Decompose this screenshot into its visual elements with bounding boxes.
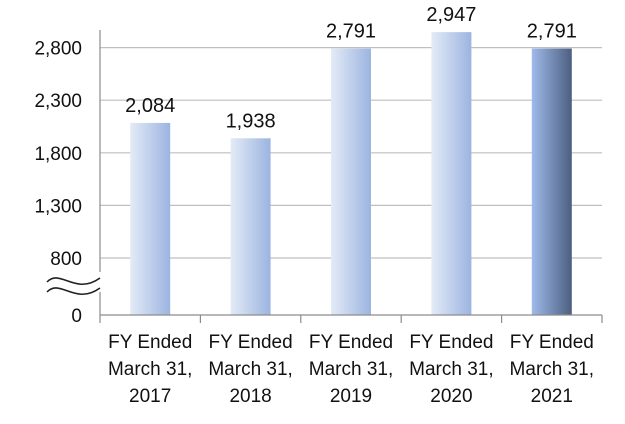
axes <box>44 30 603 323</box>
y-tick-label: 0 <box>71 306 82 327</box>
x-category-label: FY Ended March 31, 2021 <box>510 332 594 407</box>
data-label: 2,791 <box>326 21 376 43</box>
data-label: 2,084 <box>125 95 175 117</box>
y-tick-label: 1,300 <box>34 196 82 217</box>
bar <box>130 122 171 315</box>
y-tick-label: 2,300 <box>34 91 82 112</box>
bar <box>531 48 572 315</box>
y-tick-label: 2,800 <box>34 39 82 60</box>
bar <box>331 48 371 315</box>
y-tick-label: 1,800 <box>34 144 82 165</box>
data-label: 1,938 <box>226 110 276 132</box>
axis-break-icon <box>44 272 114 295</box>
bar <box>230 138 271 315</box>
data-label: 2,947 <box>426 4 476 26</box>
bar <box>431 32 472 316</box>
x-category-label: FY Ended March 31, 2018 <box>208 332 292 407</box>
labels: 0 800 1,300 1,800 2,300 2,800 2,084 FY Ended Mar… <box>34 4 594 407</box>
data-label: 2,791 <box>527 21 577 43</box>
y-tick-label: 800 <box>50 249 82 270</box>
x-category-label: FY Ended March 31, 2017 <box>108 332 192 407</box>
x-category-label: FY Ended March 31, 2020 <box>409 332 493 407</box>
x-category-label: FY Ended March 31, 2019 <box>309 332 393 407</box>
bars <box>130 32 572 316</box>
